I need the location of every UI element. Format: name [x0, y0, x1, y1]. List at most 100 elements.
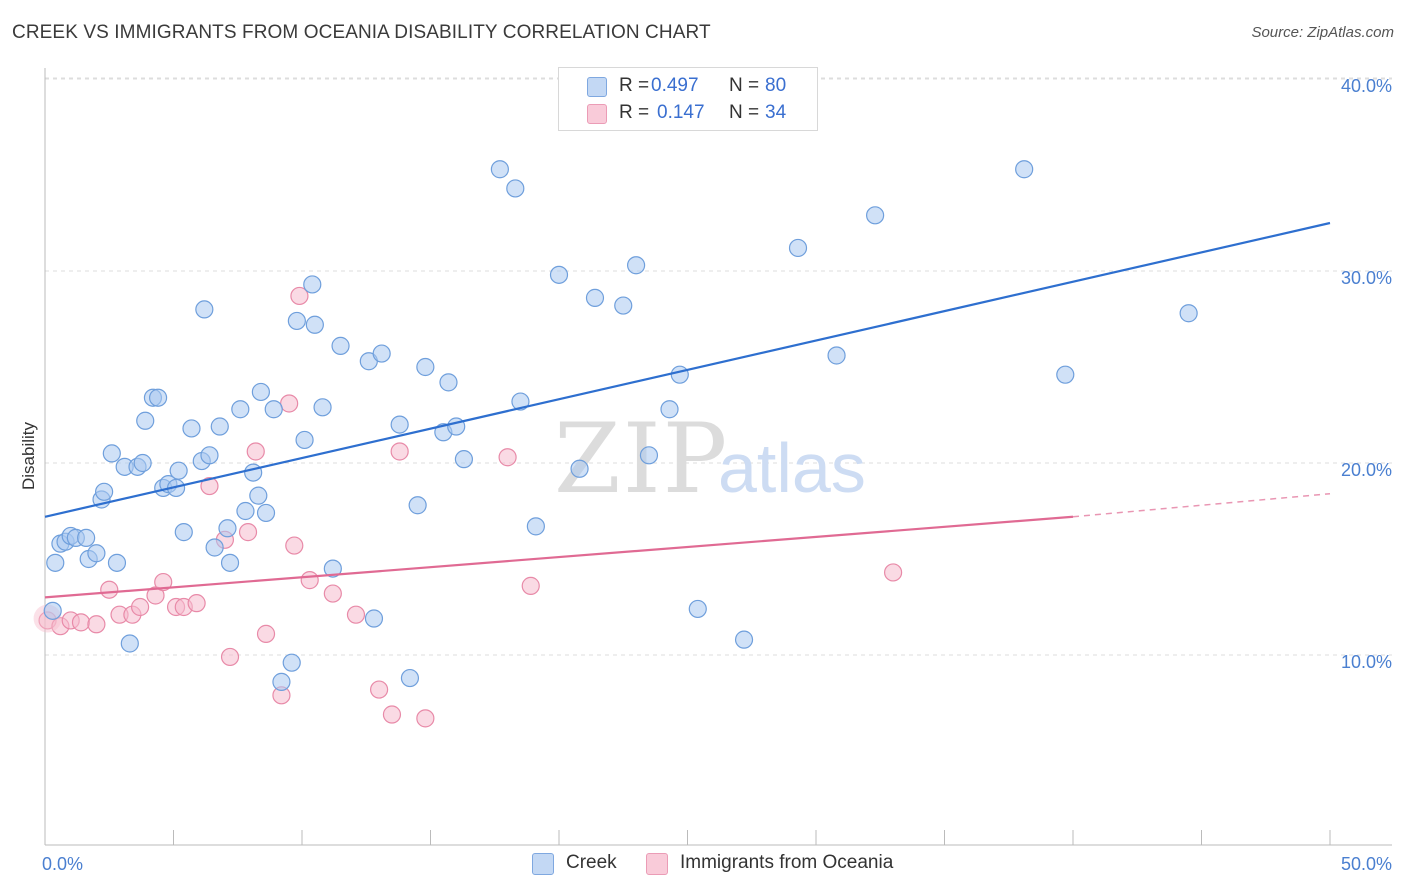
- creek-point: [148, 388, 168, 407]
- source-label: Source: ZipAtlas.com: [1251, 24, 1394, 41]
- creek-point: [107, 553, 127, 572]
- creek-point: [570, 459, 589, 478]
- creek-point: [95, 482, 114, 501]
- creek-point: [331, 336, 350, 355]
- chart-title: CREEK VS IMMIGRANTS FROM OCEANIA DISABIL…: [12, 22, 711, 43]
- creek-point: [87, 544, 106, 563]
- oceania-point: [100, 580, 119, 599]
- creek-point: [251, 382, 270, 402]
- oceania-point: [256, 624, 276, 643]
- creek-point: [174, 523, 193, 542]
- creek-point: [182, 419, 201, 438]
- gridlines: [45, 77, 1392, 656]
- creek-point: [43, 601, 62, 620]
- creek-n-label: N =: [729, 75, 760, 96]
- creek-point: [282, 653, 301, 672]
- oceania-point: [370, 680, 389, 699]
- x-tick-label-max: 50.0%: [1341, 854, 1392, 874]
- creek-point: [195, 300, 214, 319]
- creek-point: [120, 634, 139, 653]
- creek-point: [249, 486, 268, 505]
- creek-point: [670, 365, 689, 384]
- y-axis-label: Disability: [19, 421, 38, 490]
- creek-point: [827, 346, 846, 365]
- oceania-point: [883, 563, 903, 582]
- y-tick-label: 20.0%: [1341, 460, 1392, 480]
- creek-point: [220, 553, 240, 572]
- oceania-point: [130, 597, 150, 617]
- creek-point: [506, 179, 525, 198]
- creek-point: [236, 501, 255, 521]
- creek-point: [734, 630, 754, 649]
- creek-point: [231, 400, 250, 419]
- oceania-point: [498, 448, 517, 467]
- oceania-point: [187, 594, 206, 613]
- creek-point: [626, 256, 646, 275]
- oceania-r-label: R =: [619, 102, 650, 123]
- y-tick-label: 40.0%: [1341, 76, 1392, 96]
- creek-point: [639, 446, 659, 465]
- creek-point: [303, 275, 322, 294]
- creek-r-value: 0.497: [651, 75, 699, 96]
- oceania-point: [285, 536, 304, 555]
- oceania-point: [280, 394, 299, 413]
- oceania-point: [323, 584, 342, 603]
- creek-point: [218, 519, 237, 538]
- oceania-point: [238, 523, 258, 542]
- creek-point: [866, 206, 885, 225]
- creek-point: [264, 400, 283, 419]
- axes: [44, 68, 1392, 846]
- watermark-zip: ZIP: [554, 403, 729, 515]
- creek-swatch: [587, 77, 607, 97]
- oceania-trend-line: [44, 515, 1074, 599]
- trend-lines: [44, 221, 1331, 599]
- creek-point: [408, 496, 427, 515]
- oceania-point: [300, 571, 319, 590]
- watermark-atlas: atlas: [718, 429, 866, 507]
- creek-point: [102, 444, 121, 463]
- x-tick-label-min: 0.0%: [42, 854, 83, 874]
- bottom-oceania-label: Immigrants from Oceania: [680, 852, 894, 873]
- oceania-point: [200, 476, 219, 496]
- creek-point: [210, 417, 229, 436]
- oceania-point: [416, 709, 435, 728]
- creek-point: [788, 238, 808, 258]
- creek-point: [585, 288, 605, 307]
- creek-point: [313, 398, 332, 417]
- creek-r-label: R =: [619, 75, 650, 96]
- oceania-trend-extension: [1072, 492, 1331, 518]
- oceania-point: [246, 442, 265, 461]
- creek-point: [511, 392, 530, 411]
- y-tick-label: 10.0%: [1341, 652, 1392, 672]
- oceania-swatch: [587, 104, 607, 124]
- bottom-creek-swatch: [532, 853, 554, 875]
- y-tick-label: 30.0%: [1341, 268, 1392, 288]
- creek-point: [526, 517, 545, 536]
- creek-point: [205, 538, 224, 557]
- creek-point: [549, 265, 569, 284]
- creek-point: [439, 373, 458, 392]
- creek-point: [46, 553, 65, 572]
- creek-point: [200, 446, 219, 465]
- creek-point: [77, 528, 96, 547]
- watermark: ZIP atlas: [554, 403, 866, 515]
- creek-point: [323, 559, 342, 578]
- creek-point: [688, 599, 707, 619]
- creek-point: [133, 453, 152, 473]
- oceania-point: [346, 605, 366, 624]
- creek-point: [400, 668, 420, 688]
- oceania-n-value: 34: [765, 102, 787, 123]
- stats-legend: R = 0.497 N = 80 R = 0.147 N = 34: [558, 67, 818, 131]
- creek-point: [305, 315, 324, 334]
- oceania-point: [390, 442, 409, 461]
- creek-point: [372, 344, 391, 363]
- oceania-point: [290, 286, 309, 306]
- creek-point: [272, 672, 291, 691]
- creek-point: [287, 311, 306, 331]
- tick-labels: 10.0% 20.0% 30.0% 40.0% 0.0% 50.0%: [42, 76, 1392, 874]
- creek-point: [136, 411, 155, 430]
- oceania-point: [220, 647, 240, 667]
- oceania-points: [33, 286, 903, 728]
- creek-point: [416, 357, 435, 377]
